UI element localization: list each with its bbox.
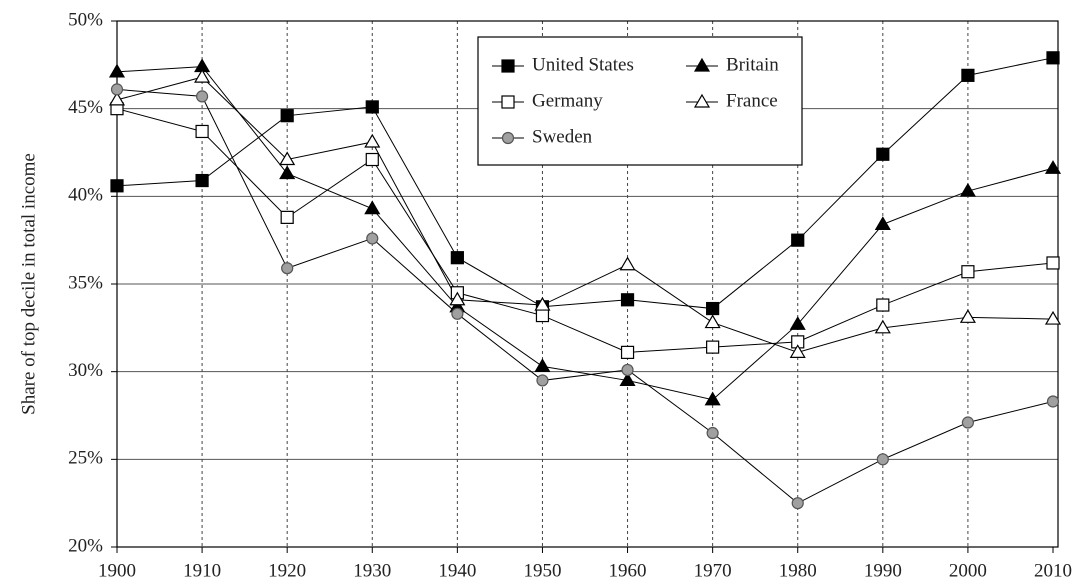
point bbox=[195, 90, 209, 103]
point bbox=[789, 316, 806, 330]
x-tick-label: 1970 bbox=[694, 560, 732, 581]
point bbox=[364, 133, 381, 148]
point bbox=[451, 307, 464, 320]
point bbox=[706, 340, 720, 354]
legend-marker bbox=[693, 57, 711, 72]
point bbox=[1046, 51, 1060, 65]
point bbox=[450, 251, 464, 265]
legend-label: Germany bbox=[532, 90, 603, 111]
point bbox=[620, 293, 635, 307]
y-tick-label: 20% bbox=[68, 535, 103, 556]
legend-marker bbox=[501, 95, 515, 109]
point bbox=[1046, 395, 1060, 408]
y-tick-label: 45% bbox=[68, 97, 103, 118]
point bbox=[195, 124, 209, 139]
point bbox=[366, 232, 379, 245]
point bbox=[281, 262, 294, 275]
legend-marker bbox=[693, 93, 711, 108]
point bbox=[876, 298, 890, 312]
point bbox=[961, 416, 975, 429]
point bbox=[619, 256, 636, 271]
y-tick-label: 35% bbox=[68, 272, 103, 293]
point bbox=[706, 301, 720, 316]
legend-label: United States bbox=[532, 54, 634, 75]
point bbox=[704, 391, 721, 406]
x-tick-label: 1900 bbox=[98, 560, 136, 581]
legend-label: Britain bbox=[726, 54, 779, 75]
point bbox=[791, 497, 804, 510]
legend-marker bbox=[501, 59, 515, 73]
point bbox=[791, 233, 805, 247]
point bbox=[621, 363, 634, 377]
series-line bbox=[116, 76, 1054, 353]
point bbox=[876, 453, 889, 466]
series-line bbox=[116, 88, 1054, 504]
point bbox=[620, 345, 635, 359]
series-line bbox=[116, 66, 1054, 401]
point bbox=[110, 83, 124, 96]
point bbox=[195, 173, 209, 188]
x-tick-label: 2010 bbox=[1034, 560, 1072, 581]
x-tick-label: 1950 bbox=[523, 560, 561, 581]
x-tick-label: 1940 bbox=[438, 560, 476, 581]
legend-marker bbox=[501, 131, 515, 145]
point bbox=[280, 109, 294, 123]
x-tick-label: 1910 bbox=[183, 560, 221, 581]
y-tick-label: 40% bbox=[68, 185, 103, 206]
point bbox=[534, 358, 551, 373]
y-tick-label: 25% bbox=[68, 448, 103, 469]
point bbox=[280, 210, 294, 224]
point bbox=[961, 68, 975, 82]
point bbox=[874, 319, 891, 334]
point bbox=[704, 314, 721, 329]
point bbox=[108, 63, 126, 78]
x-tick-label: 1920 bbox=[268, 560, 306, 581]
point bbox=[536, 374, 549, 387]
point bbox=[279, 165, 296, 180]
point bbox=[279, 151, 296, 166]
point bbox=[789, 344, 806, 358]
legend-label: France bbox=[726, 90, 778, 111]
point bbox=[961, 265, 975, 279]
point bbox=[1044, 160, 1062, 174]
y-axis-label: Share of top decile in total income bbox=[18, 153, 39, 415]
point bbox=[535, 308, 550, 323]
point bbox=[194, 68, 211, 83]
y-tick-label: 50% bbox=[68, 9, 103, 30]
point bbox=[876, 147, 890, 161]
point bbox=[365, 152, 379, 167]
point bbox=[449, 291, 466, 306]
point bbox=[874, 216, 891, 230]
x-tick-label: 1980 bbox=[779, 560, 817, 581]
point bbox=[108, 91, 126, 106]
legend-label: Sweden bbox=[532, 126, 593, 147]
series-line bbox=[116, 108, 1054, 353]
x-tick-label: 2000 bbox=[949, 560, 987, 581]
point bbox=[364, 200, 381, 215]
point bbox=[959, 309, 976, 323]
legend-box bbox=[477, 36, 803, 166]
y-tick-label: 30% bbox=[68, 360, 103, 381]
point bbox=[110, 179, 124, 193]
point bbox=[534, 296, 551, 311]
point bbox=[1046, 256, 1060, 270]
x-tick-label: 1960 bbox=[609, 560, 647, 581]
plot-frame bbox=[116, 20, 1059, 548]
point bbox=[1044, 310, 1062, 325]
point bbox=[365, 100, 379, 114]
x-tick-label: 1990 bbox=[864, 560, 902, 581]
point bbox=[959, 182, 976, 197]
point bbox=[619, 372, 636, 387]
series-line bbox=[116, 57, 1054, 310]
x-tick-label: 1930 bbox=[353, 560, 391, 581]
point bbox=[706, 426, 719, 440]
